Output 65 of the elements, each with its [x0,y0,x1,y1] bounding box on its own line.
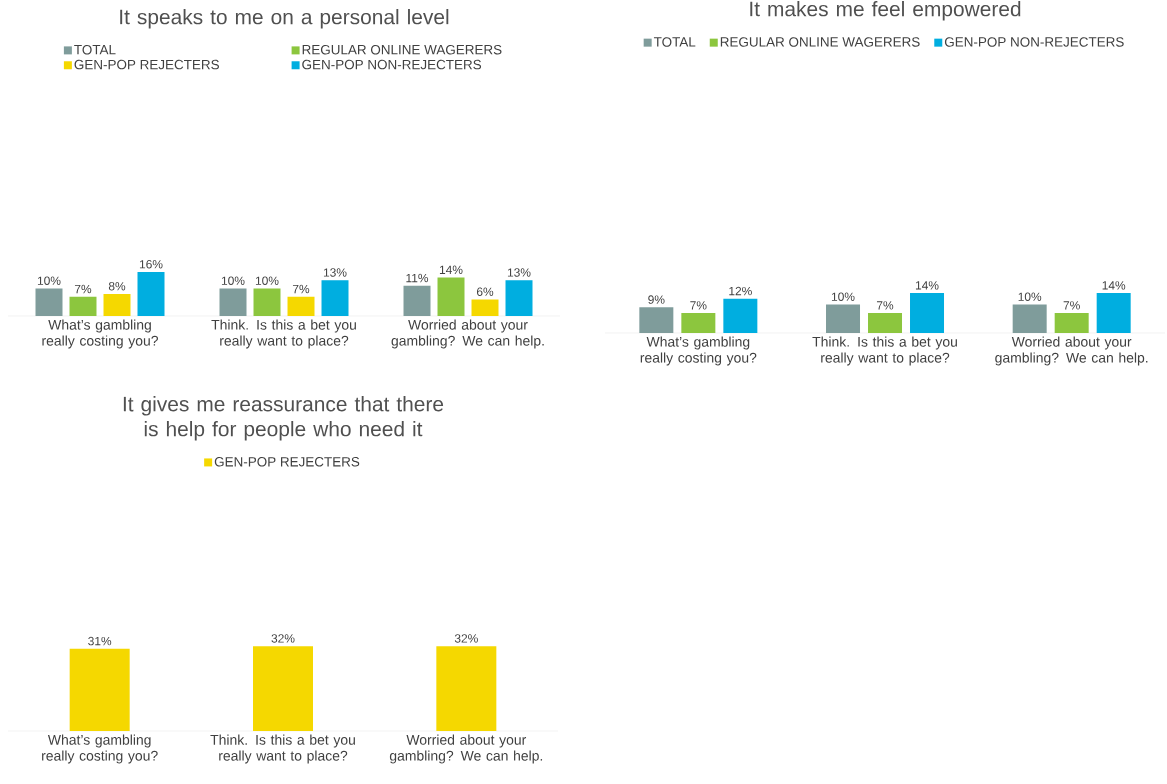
legend-label: GEN-POP NON-REJECTERS [302,59,482,70]
bar [1096,293,1131,333]
bar [471,299,499,316]
bar [219,288,247,316]
legend-label: REGULAR ONLINE WAGERERS [302,44,502,55]
data-label: 13% [507,268,531,277]
bar [681,313,716,333]
bar [287,296,315,316]
x-tick-label: Think. Is this a bet you really want to place? [812,336,957,366]
bar [910,293,945,333]
data-label: 14% [915,281,939,290]
chart-title: It makes me feel empowered [750,1,1021,21]
data-label: 10% [37,276,61,285]
bar [137,271,165,316]
bar [321,280,349,316]
x-tick-label: What’s gambling really costing you? [640,336,757,366]
data-label: 7% [1063,301,1080,310]
x-tick-label: Think. Is this a bet you really want to place? [210,734,355,764]
legend-label: TOTAL [74,44,116,55]
data-label: 16% [139,260,163,269]
data-label: 6% [476,287,494,296]
data-label: 10% [255,276,279,285]
bar [1054,313,1089,333]
chart-title: It speaks to me on a personal level [120,8,449,29]
bar [723,298,758,333]
data-label: 12% [729,286,752,296]
data-label: 10% [1018,292,1042,301]
bar [505,280,533,316]
bar [103,293,131,316]
bar [639,307,674,333]
data-label: 7% [74,284,92,294]
bar [826,304,861,333]
x-tick-label: Think. Is this a bet you really want to place? [211,319,356,349]
legend-label: GEN-POP NON-REJECTERS [944,37,1124,47]
data-label: 32% [454,634,478,643]
legend-label: GEN-POP REJECTERS [74,59,219,70]
data-label: 10% [221,276,245,285]
x-tick-label: Worried about your gambling? We can help. [995,336,1148,366]
chart-title: It gives me reassurance that there is help for people who need it [123,396,444,441]
data-label: 32% [271,634,295,643]
data-label: 11% [406,273,429,283]
bar [403,285,431,316]
x-tick-label: What’s gambling really costing you? [42,319,158,349]
data-label: 14% [1102,281,1126,290]
bar [69,296,97,316]
data-label: 7% [876,301,894,310]
data-label: 31% [88,636,112,646]
bar [1012,304,1047,333]
bar [868,313,903,333]
data-label: 9% [648,295,665,304]
x-tick-label: What’s gambling really costing you? [42,734,158,764]
data-label: 7% [690,301,707,310]
legend-label: REGULAR ONLINE WAGERERS [720,37,920,47]
bar [35,288,63,316]
data-label: 7% [292,284,310,294]
data-label: 13% [323,268,347,277]
data-label: 10% [831,292,855,301]
bar [253,288,281,316]
legend-label: GEN-POP REJECTERS [214,456,360,467]
bar [437,277,465,316]
x-tick-label: Worried about your gambling? We can help. [391,319,544,349]
x-tick-label: Worried about your gambling? We can help. [389,734,543,764]
data-label: 8% [108,282,126,291]
data-label: 14% [439,265,463,274]
legend-label: TOTAL [653,37,696,47]
